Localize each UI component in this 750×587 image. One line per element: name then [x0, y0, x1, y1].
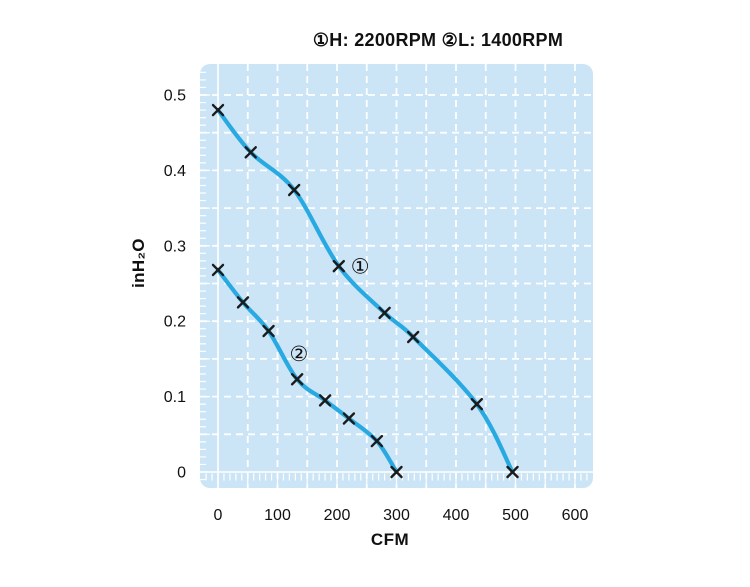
y-tick-label: 0: [177, 465, 186, 482]
data-point-marker: [406, 330, 420, 344]
data-point-marker: [370, 434, 384, 448]
data-point-marker: [290, 373, 304, 386]
data-point-marker: [262, 324, 275, 338]
data-point-marker: [390, 465, 403, 479]
x-tick-label: 500: [502, 507, 529, 524]
x-tick-label: 400: [443, 507, 470, 524]
data-point-marker: [318, 394, 332, 407]
series-1-circled-label: ①: [351, 255, 370, 278]
axis-ruler-ticks: [200, 71, 588, 485]
data-point-marker: [470, 397, 484, 411]
y-tick-label: 0.5: [164, 88, 186, 105]
data-point-marker: [244, 146, 257, 159]
x-tick-label: 100: [264, 507, 291, 524]
data-point-marker: [378, 306, 391, 320]
series-2-circled-label: ②: [290, 343, 309, 366]
data-point-marker: [211, 103, 225, 117]
y-tick-label: 0.1: [164, 389, 186, 406]
data-point-marker: [506, 465, 519, 479]
data-point-marker: [236, 296, 250, 309]
series-1-markers: [211, 103, 519, 479]
data-point-marker: [332, 259, 345, 273]
y-tick-label: 0.4: [164, 163, 186, 180]
data-point-marker: [342, 412, 356, 425]
x-tick-labels: 0 100 200 300 400 500 600: [214, 507, 589, 524]
plot-layers: ①②: [200, 64, 593, 488]
y-tick-label: 0.2: [164, 314, 186, 331]
x-axis-label: CFM: [370, 530, 410, 549]
series-2-markers: [211, 263, 403, 479]
y-tick-labels: 0 0.1 0.2 0.3 0.4 0.5: [164, 88, 186, 482]
data-point-marker: [211, 263, 225, 277]
x-tick-label: 0: [214, 507, 223, 524]
data-point-marker: [287, 183, 301, 197]
x-tick-label: 300: [383, 507, 410, 524]
y-tick-label: 0.3: [164, 238, 186, 255]
x-tick-label: 600: [562, 507, 589, 524]
x-tick-label: 200: [324, 507, 351, 524]
chart-title: ①H: 2200RPM ②L: 1400RPM: [312, 30, 564, 50]
